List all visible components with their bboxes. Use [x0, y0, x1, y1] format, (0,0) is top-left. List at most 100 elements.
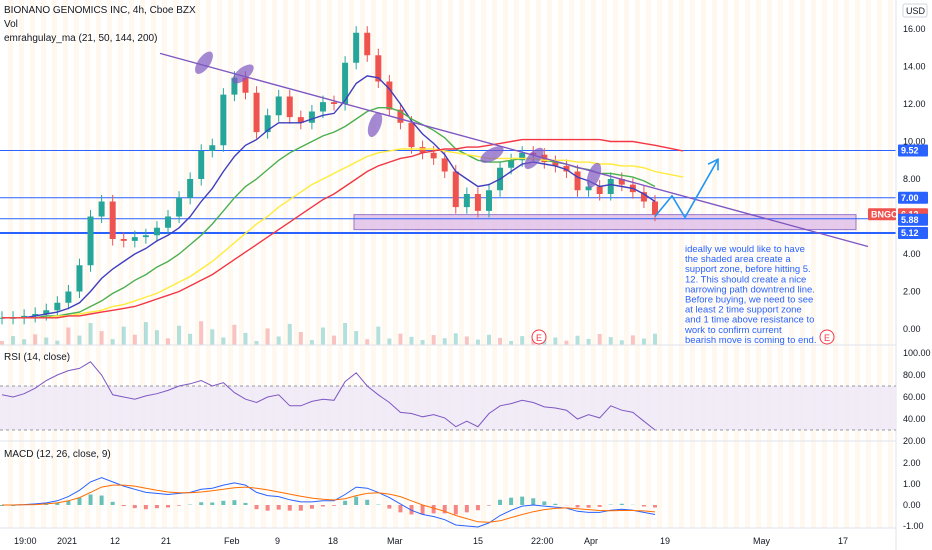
macd-histogram-bar — [343, 500, 348, 505]
volume-bar — [221, 337, 226, 345]
touch-marker — [524, 147, 544, 170]
macd-histogram-bar — [287, 505, 292, 511]
volume-bar — [11, 336, 16, 345]
candle-body — [508, 160, 515, 168]
macd-histogram-bar — [486, 505, 491, 506]
candle-body — [286, 96, 293, 118]
volume-bar — [332, 335, 337, 345]
candle-body — [87, 216, 94, 266]
rsi-tick-label: 80.00 — [903, 370, 926, 380]
volume-bar — [442, 338, 447, 345]
session-stripe — [250, 0, 255, 528]
volume-bar — [464, 336, 469, 345]
session-stripe — [866, 0, 871, 528]
session-stripe — [305, 0, 310, 528]
volume-bar — [387, 338, 392, 345]
macd-histogram-bar — [243, 502, 248, 505]
candle-body — [430, 152, 437, 159]
session-stripe — [668, 0, 673, 528]
volume-bar — [55, 340, 60, 345]
volume-bar — [77, 335, 82, 345]
macd-tick-label: 1.00 — [903, 479, 921, 489]
volume-bar — [630, 335, 635, 345]
candle-body — [231, 77, 238, 95]
volume-bar — [166, 338, 171, 345]
session-stripe — [701, 0, 706, 528]
macd-histogram-bar — [221, 500, 226, 505]
candle-body — [452, 171, 459, 208]
earnings-marker[interactable]: E — [819, 329, 835, 345]
time-axis[interactable]: 19:00 2021 12 21 Feb 9 18 Mar 15 22:00 Apr 19 May 17 — [14, 536, 848, 546]
price-axis[interactable]: 16.0014.0012.0010.008.006.004.002.000.00… — [903, 24, 931, 531]
session-stripe — [294, 0, 299, 528]
currency-box[interactable] — [902, 3, 928, 18]
volume-bar — [298, 332, 303, 345]
session-stripe — [360, 0, 365, 528]
macd-histogram-bar — [276, 505, 281, 510]
candle-body — [65, 291, 72, 303]
rsi-pane[interactable] — [0, 361, 896, 431]
macd-line — [2, 477, 656, 528]
macd-histogram-bar — [354, 496, 359, 505]
macd-histogram-bar — [55, 502, 60, 505]
session-stripe — [602, 0, 607, 528]
volume-bar — [254, 341, 259, 345]
moving-averages — [2, 75, 684, 319]
session-stripe — [547, 0, 552, 528]
session-stripe — [228, 0, 233, 528]
macd-pane[interactable] — [0, 477, 657, 528]
touch-marker — [480, 146, 504, 163]
downtrend-line[interactable] — [159, 52, 869, 248]
candle-body — [375, 55, 382, 82]
session-stripe — [657, 0, 662, 528]
price-pane[interactable] — [0, 26, 896, 345]
price-tick-label: 14.00 — [903, 62, 926, 72]
session-stripe — [580, 0, 585, 528]
candle-body — [142, 235, 149, 238]
ma-label: emrahgulay_ma (21, 50, 144, 200) — [4, 33, 157, 44]
candle-body — [463, 194, 470, 208]
session-stripe — [272, 0, 277, 528]
session-stripe — [833, 0, 838, 528]
candle-body — [353, 32, 360, 63]
candle-body — [596, 186, 603, 194]
volume-bar — [88, 323, 93, 345]
volume-bar — [486, 334, 491, 345]
macd-histogram-bar — [641, 505, 646, 507]
earnings-letter: E — [824, 333, 830, 343]
candle-body — [297, 117, 304, 123]
candle-body — [120, 239, 127, 241]
session-stripe — [261, 0, 266, 528]
note-line: narrowing path downtrend line. — [685, 284, 815, 295]
session-stripe — [745, 0, 750, 528]
session-stripe — [63, 0, 68, 528]
candle-body — [319, 102, 326, 112]
volume-bar — [66, 327, 71, 345]
price-tick-label: 16.00 — [903, 24, 926, 34]
session-stripe — [140, 0, 145, 528]
session-stripe — [195, 0, 200, 528]
macd-histogram-bar — [254, 505, 259, 510]
macd-tick-label: -1.00 — [903, 521, 924, 531]
note-line: work to confirm current — [684, 325, 782, 336]
earnings-marker[interactable]: E — [531, 329, 547, 345]
level-tag: 5.88 — [901, 215, 919, 225]
volume-label: Vol — [4, 19, 18, 30]
macd-histogram-bar — [44, 503, 49, 505]
macd-histogram-bar — [232, 500, 237, 505]
candle-body — [441, 158, 448, 172]
candle-body — [54, 302, 61, 311]
volume-bar — [586, 338, 591, 345]
volume-bar — [641, 338, 646, 345]
volume-bar — [376, 326, 381, 345]
macd-histogram-bar — [177, 505, 182, 506]
price-tick-label: 10.00 — [903, 137, 926, 147]
rsi-tick-label: 20.00 — [903, 436, 926, 446]
session-stripe — [855, 0, 860, 528]
session-stripe — [217, 0, 222, 528]
session-stripe — [19, 0, 24, 528]
volume-bar — [0, 341, 4, 345]
ma-line-ma144 — [2, 148, 684, 319]
macd-histogram-bar — [475, 505, 480, 511]
